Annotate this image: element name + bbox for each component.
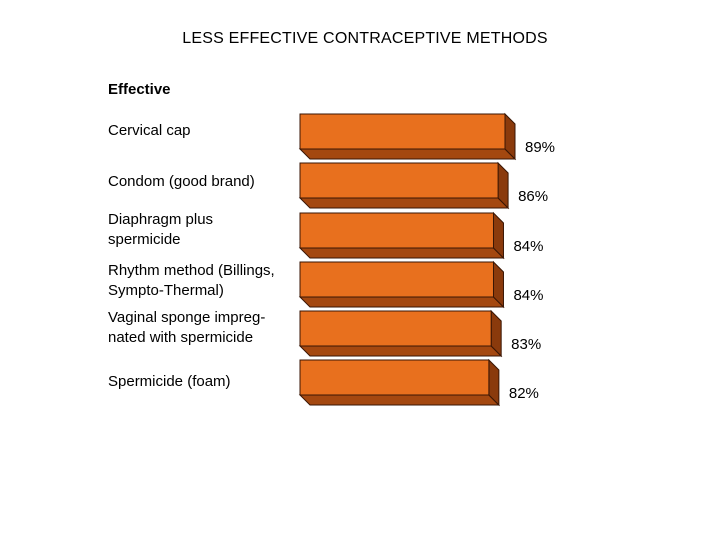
- category-label-diaphragm: Diaphragm plus spermicide: [108, 211, 214, 248]
- bar: [299, 162, 499, 199]
- value-label: 86%: [518, 188, 548, 205]
- bar-bottom-face: [298, 247, 505, 259]
- category-label-spermicide: Spermicide (foam): [108, 373, 231, 390]
- bar: [299, 113, 506, 150]
- bar: [299, 310, 492, 347]
- value-label: 89%: [525, 139, 555, 156]
- category-label-rhythm-method: Rhythm method (Billings, Sympto-Thermal): [108, 262, 275, 299]
- category-label-cervical-cap: Cervical cap: [108, 122, 191, 139]
- chart-title: LESS EFFECTIVE CONTRACEPTIVE METHODS: [182, 30, 548, 47]
- category-label-vaginal-sponge: Vaginal sponge impreg- nated with spermi…: [108, 309, 266, 346]
- value-label: 84%: [513, 238, 543, 255]
- bar-bottom-face: [298, 296, 505, 308]
- chart-subtitle: Effective: [108, 81, 171, 98]
- category-label-condom: Condom (good brand): [108, 173, 255, 190]
- value-label: 84%: [513, 287, 543, 304]
- value-label: 83%: [511, 336, 541, 353]
- bar: [299, 212, 494, 249]
- bar-bottom-face: [298, 148, 517, 160]
- bar: [299, 261, 494, 298]
- bar-bottom-face: [298, 197, 510, 209]
- bar: [299, 359, 490, 396]
- bar-bottom-face: [298, 394, 501, 406]
- value-label: 82%: [509, 385, 539, 402]
- bar-bottom-face: [298, 345, 503, 357]
